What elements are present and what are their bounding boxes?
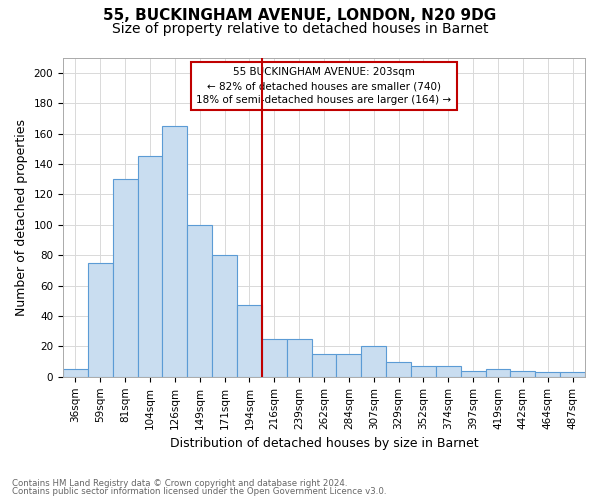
Bar — [113, 179, 137, 377]
Bar — [511, 370, 535, 377]
X-axis label: Distribution of detached houses by size in Barnet: Distribution of detached houses by size … — [170, 437, 478, 450]
Text: Contains HM Land Registry data © Crown copyright and database right 2024.: Contains HM Land Registry data © Crown c… — [12, 478, 347, 488]
Y-axis label: Number of detached properties: Number of detached properties — [15, 118, 28, 316]
Bar — [485, 369, 511, 377]
Bar — [535, 372, 560, 377]
Bar — [212, 255, 237, 377]
Text: Size of property relative to detached houses in Barnet: Size of property relative to detached ho… — [112, 22, 488, 36]
Bar — [411, 366, 436, 377]
Bar — [461, 370, 485, 377]
Bar — [237, 306, 262, 377]
Bar — [137, 156, 163, 377]
Text: 55 BUCKINGHAM AVENUE: 203sqm
← 82% of detached houses are smaller (740)
18% of s: 55 BUCKINGHAM AVENUE: 203sqm ← 82% of de… — [196, 67, 452, 105]
Bar — [287, 339, 311, 377]
Bar — [88, 263, 113, 377]
Text: 55, BUCKINGHAM AVENUE, LONDON, N20 9DG: 55, BUCKINGHAM AVENUE, LONDON, N20 9DG — [103, 8, 497, 22]
Bar — [311, 354, 337, 377]
Bar — [63, 369, 88, 377]
Bar — [560, 372, 585, 377]
Bar — [337, 354, 361, 377]
Bar — [262, 339, 287, 377]
Bar — [386, 362, 411, 377]
Text: Contains public sector information licensed under the Open Government Licence v3: Contains public sector information licen… — [12, 487, 386, 496]
Bar — [187, 225, 212, 377]
Bar — [436, 366, 461, 377]
Bar — [163, 126, 187, 377]
Bar — [361, 346, 386, 377]
